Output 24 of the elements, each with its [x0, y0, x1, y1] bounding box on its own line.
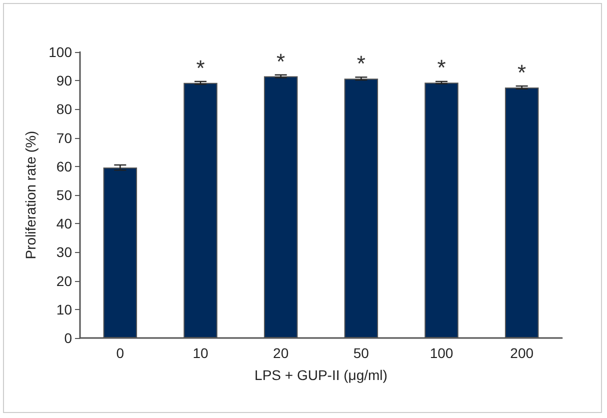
y-tick-label: 20	[56, 272, 72, 289]
x-tick-label: 0	[116, 345, 124, 361]
x-tick-label: 200	[510, 345, 534, 361]
x-axis-title: LPS + GUP-II (μg/ml)	[254, 367, 388, 383]
data-label: *	[518, 60, 527, 85]
data-label: *	[437, 55, 446, 80]
y-tick-label: 80	[56, 101, 72, 118]
y-tick-label: 90	[56, 72, 72, 89]
y-tick-label: 50	[56, 187, 72, 203]
x-tick-label: 10	[192, 345, 208, 361]
data-label: *	[356, 51, 366, 76]
y-tick-label: 70	[56, 130, 72, 146]
y-tick-label: 60	[56, 158, 72, 174]
y-tick-label: 100	[48, 44, 72, 60]
data-label: *	[276, 48, 286, 74]
y-axis-title: Proliferation rate (%)	[22, 130, 39, 260]
x-tick-label: 50	[353, 345, 370, 361]
x-tick-label: 20	[273, 345, 289, 361]
y-tick-label: 40	[56, 216, 72, 232]
x-tick-label: 100	[430, 345, 454, 361]
y-tick-label: 10	[56, 301, 72, 318]
data-label: *	[196, 55, 206, 80]
y-tick-label: 0	[64, 330, 72, 346]
y-tick-label: 30	[56, 244, 72, 260]
